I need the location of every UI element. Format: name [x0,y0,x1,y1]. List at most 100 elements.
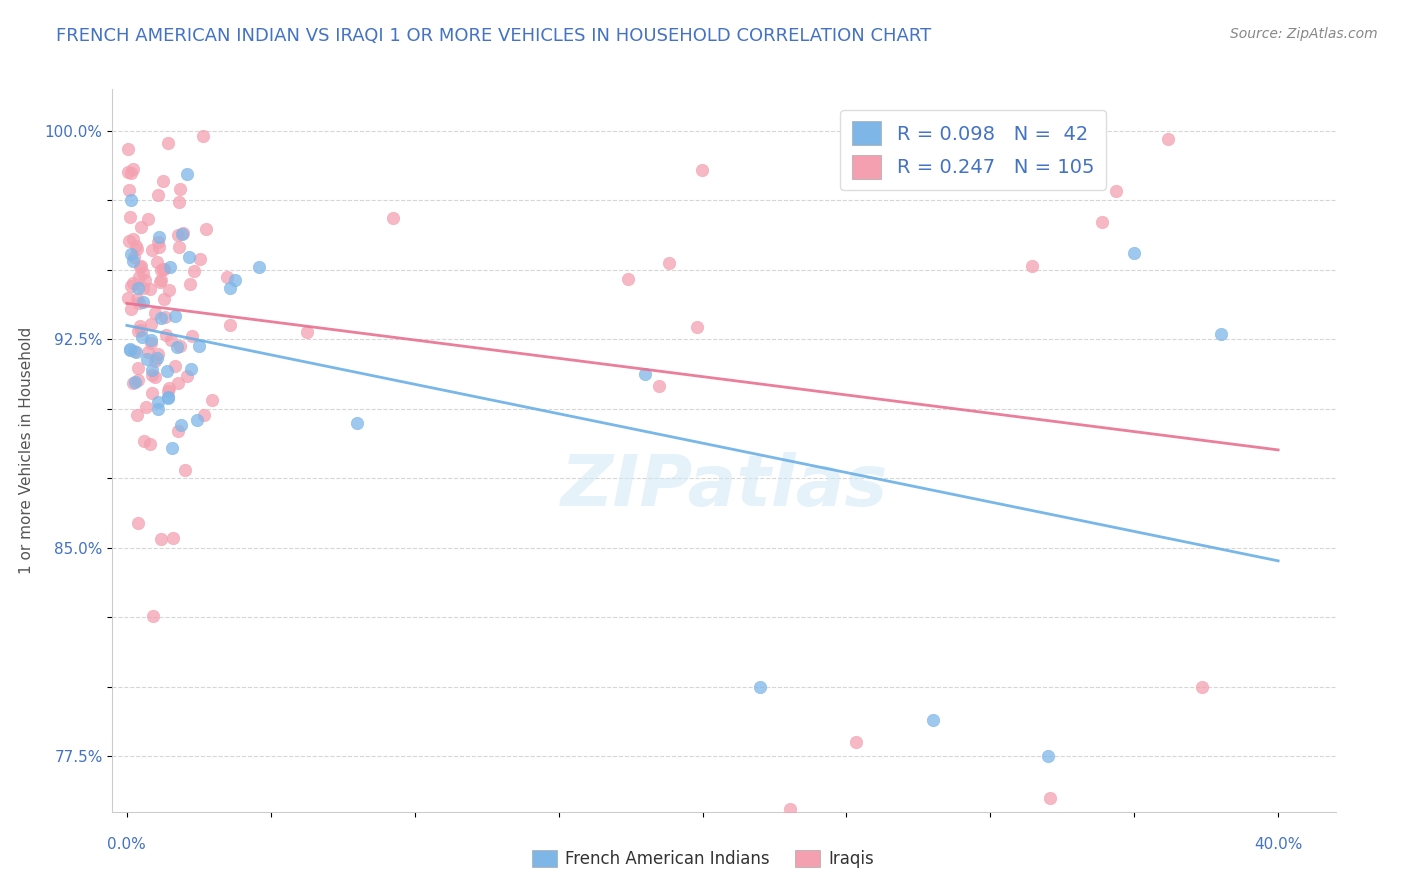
Point [136,212,159,227]
Point [127,360,149,375]
Point [145,351,167,366]
Point [139,335,162,350]
Point [616,272,638,286]
Point [127,516,149,531]
Point [382,211,405,226]
Point [127,373,149,387]
Point [177,250,200,264]
Point [146,254,169,268]
Point [146,402,169,417]
Point [122,254,145,268]
Point [172,226,194,240]
Legend: R = 0.098   N =  42, R = 0.247   N = 105: R = 0.098 N = 42, R = 0.247 N = 105 [841,110,1105,190]
Point [247,260,270,274]
Point [120,301,142,316]
Point [219,281,242,295]
Point [132,281,155,295]
Point [166,376,188,391]
Point [219,318,242,332]
Point [146,395,169,409]
Point [749,680,772,694]
Text: Source: ZipAtlas.com: Source: ZipAtlas.com [1230,27,1378,41]
Point [690,163,713,178]
Point [176,167,198,181]
Point [152,173,174,187]
Text: FRENCH AMERICAN INDIAN VS IRAQI 1 OR MORE VEHICLES IN HOUSEHOLD CORRELATION CHAR: FRENCH AMERICAN INDIAN VS IRAQI 1 OR MOR… [56,27,932,45]
Point [224,273,246,287]
Point [127,292,149,306]
Point [1021,259,1043,273]
Point [152,261,174,276]
Point [118,184,141,198]
Point [1209,327,1232,342]
Point [149,311,172,326]
Point [117,291,139,305]
Point [167,425,190,439]
Point [125,345,148,359]
Point [146,188,169,202]
Point [153,292,176,306]
Point [921,713,943,727]
Point [148,230,170,244]
Point [155,364,177,378]
Point [157,391,180,405]
Point [129,259,152,273]
Point [128,319,150,334]
Point [148,235,170,250]
Point [150,273,173,287]
Point [149,532,172,546]
Point [118,210,141,224]
Y-axis label: 1 or more Vehicles in Household: 1 or more Vehicles in Household [18,326,34,574]
Point [156,136,179,150]
Point [121,232,143,246]
Point [648,378,671,392]
Point [188,252,211,266]
Point [118,343,141,358]
Point [150,262,173,277]
Point [128,269,150,284]
Point [143,306,166,320]
Text: 40.0%: 40.0% [1254,837,1302,852]
Point [141,243,163,257]
Point [163,359,186,373]
Point [122,376,145,391]
Point [129,260,152,274]
Point [134,273,156,287]
Point [193,409,215,423]
Point [125,242,148,256]
Point [122,276,145,290]
Point [143,370,166,384]
Point [117,165,139,179]
Point [127,408,149,422]
Point [174,463,197,477]
Point [131,329,153,343]
Point [779,802,801,816]
Point [153,261,176,276]
Point [170,418,193,433]
Point [139,318,162,332]
Point [180,361,202,376]
Text: 0.0%: 0.0% [107,837,146,852]
Point [162,441,184,455]
Point [143,353,166,368]
Point [138,437,160,451]
Point [120,193,142,207]
Point [1091,215,1114,229]
Point [125,239,148,253]
Point [156,390,179,404]
Point [141,333,163,347]
Point [129,219,152,234]
Point [118,342,141,356]
Point [122,251,145,265]
Point [120,247,142,261]
Point [685,320,707,334]
Point [134,434,156,448]
Point [183,264,205,278]
Point [136,345,159,359]
Point [1039,790,1062,805]
Point [153,310,176,324]
Point [159,333,181,347]
Point [157,381,180,395]
Point [117,235,139,249]
Point [295,325,318,339]
